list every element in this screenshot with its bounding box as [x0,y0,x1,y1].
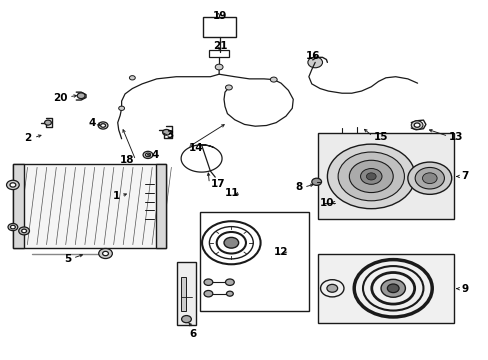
Circle shape [410,121,422,130]
Bar [203,17,236,37]
Circle shape [215,64,223,70]
Circle shape [162,130,170,135]
Circle shape [203,279,212,285]
Circle shape [226,291,233,296]
Circle shape [21,229,26,233]
Circle shape [270,77,277,82]
Text: 21: 21 [212,41,227,50]
Circle shape [143,151,153,158]
Text: 3: 3 [166,130,173,140]
Text: 20: 20 [53,93,68,103]
Bar [156,164,166,248]
Circle shape [407,162,451,194]
Circle shape [360,168,381,184]
Circle shape [414,167,444,189]
Circle shape [19,227,29,235]
Text: 14: 14 [188,143,203,153]
Circle shape [348,160,392,193]
Circle shape [380,279,405,297]
Circle shape [326,284,337,292]
Circle shape [6,180,19,190]
Text: 1: 1 [113,191,120,201]
Circle shape [181,316,191,323]
Circle shape [98,122,108,129]
Text: 18: 18 [120,155,135,165]
Bar [199,212,309,311]
Text: 12: 12 [273,247,288,257]
Text: 10: 10 [320,198,334,208]
Circle shape [145,153,150,157]
Bar [317,253,453,323]
Circle shape [8,224,18,231]
Text: 7: 7 [461,171,468,181]
Circle shape [366,173,375,180]
Text: 19: 19 [212,12,227,22]
Bar [177,262,195,325]
Circle shape [327,144,414,209]
Circle shape [422,173,436,184]
Circle shape [225,85,232,90]
Circle shape [224,237,238,248]
Circle shape [99,248,112,258]
Text: 6: 6 [189,329,197,339]
Bar [181,277,185,311]
Circle shape [77,93,85,99]
Text: 13: 13 [448,132,463,142]
Circle shape [102,251,108,256]
Circle shape [337,152,404,201]
Circle shape [44,120,51,125]
Circle shape [203,291,212,297]
Circle shape [101,124,105,127]
Text: 16: 16 [305,51,319,61]
Bar [317,134,453,220]
Circle shape [225,279,234,285]
Text: 4: 4 [88,118,96,128]
Text: 2: 2 [23,133,31,143]
Text: 4: 4 [152,150,159,160]
Circle shape [119,106,124,111]
Text: 17: 17 [210,179,224,189]
Circle shape [386,284,398,293]
Bar [209,50,228,57]
Bar [13,164,166,248]
Circle shape [413,123,419,127]
Text: 15: 15 [373,132,387,142]
Circle shape [307,57,322,68]
Circle shape [10,225,15,229]
Bar [13,164,23,248]
Circle shape [311,178,321,185]
Text: 9: 9 [461,284,468,294]
Text: 11: 11 [224,188,239,198]
Text: 8: 8 [295,182,303,192]
Circle shape [10,183,16,187]
Text: 5: 5 [64,254,71,264]
Circle shape [129,76,135,80]
